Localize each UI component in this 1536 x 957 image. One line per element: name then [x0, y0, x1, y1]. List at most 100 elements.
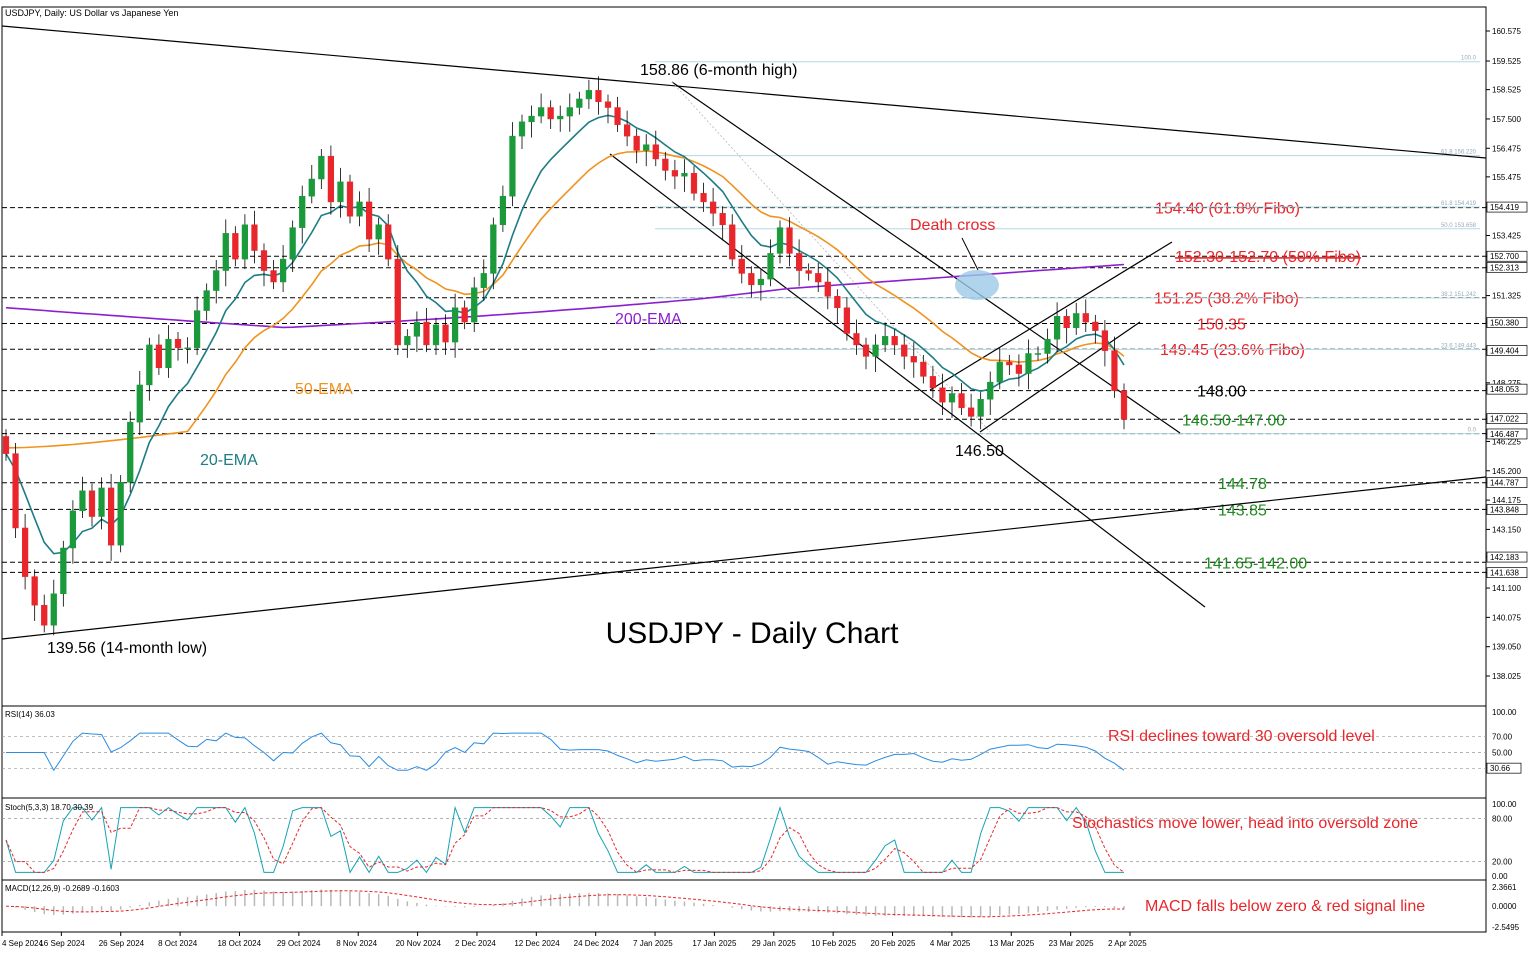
- time-tick-label: 10 Feb 2025: [811, 939, 856, 948]
- candle-body: [165, 338, 172, 369]
- candle-body: [232, 233, 239, 260]
- price-box-label: 146.487: [1490, 430, 1519, 439]
- candles: [2, 76, 1128, 636]
- level-label: 144.78: [1218, 476, 1267, 493]
- macd-tick-label: -2.5495: [1492, 923, 1520, 932]
- candle-body: [843, 307, 851, 334]
- candle-body: [1120, 390, 1128, 420]
- candle-body: [480, 273, 487, 288]
- candle-body: [967, 407, 975, 417]
- fibo-label: 100.0: [1461, 56, 1477, 62]
- time-tick-label: 29 Jan 2025: [752, 939, 797, 948]
- level-label: 143.85: [1218, 502, 1267, 519]
- price-tick-label: 156.475: [1492, 144, 1521, 153]
- candle-body: [671, 170, 679, 177]
- stoch-tick-label: 80.00: [1492, 814, 1513, 823]
- candle-body: [537, 107, 545, 117]
- price-tick-label: 159.525: [1492, 57, 1521, 66]
- candle-body: [977, 399, 984, 417]
- stoch-annotation: Stochastics move lower, head into overso…: [1072, 815, 1418, 832]
- candle-body: [98, 487, 105, 517]
- candle-body: [356, 201, 363, 217]
- price-tick-label: 146.225: [1492, 437, 1521, 446]
- price-axis: 160.575 159.525 158.525 157.500 156.475 155.4…: [1485, 7, 1528, 932]
- fibo-label: 50.0 153.658: [1441, 223, 1477, 229]
- time-tick-label: 8 Oct 2024: [158, 939, 198, 948]
- candle-body: [528, 115, 535, 123]
- candle-body: [251, 224, 258, 251]
- candle-body: [824, 281, 831, 297]
- ema50-label: 50-EMA: [295, 381, 353, 398]
- price-box-label: 142.183: [1490, 553, 1519, 562]
- candle-body: [260, 250, 268, 271]
- candle-body: [623, 124, 631, 137]
- candle-body: [1073, 313, 1080, 329]
- stochastic-indicator: 100.00 80.00 20.00 0.00: [2, 800, 1517, 881]
- candle-body: [652, 144, 659, 160]
- candle-body: [987, 381, 994, 400]
- candle-body: [1034, 353, 1042, 355]
- price-box: [1486, 567, 1528, 579]
- candle-body: [1063, 316, 1070, 329]
- price-box-label: 149.404: [1490, 347, 1519, 356]
- candle-body: [241, 224, 249, 260]
- candle-body: [738, 258, 745, 274]
- rsi-box-label: 30.66: [1490, 764, 1511, 773]
- candle-body: [547, 107, 554, 120]
- rsi-tick-label: 50.00: [1492, 749, 1513, 758]
- price-tick-label: 139.050: [1492, 643, 1521, 652]
- candle-body: [1111, 350, 1118, 391]
- price-box: [1486, 551, 1528, 563]
- rsi-panel-frame: [1, 705, 1487, 799]
- candle-body: [557, 115, 564, 120]
- candle-body: [375, 224, 382, 240]
- candle-body: [289, 227, 296, 260]
- stoch-panel-frame: [1, 797, 1487, 881]
- candle-body: [222, 233, 229, 271]
- candle-body: [862, 344, 870, 357]
- candle-body: [327, 155, 335, 203]
- macd-annotation: MACD falls below zero & red signal line: [1145, 898, 1425, 915]
- candle-body: [299, 195, 306, 228]
- rsi-label: RSI(14) 36.03: [5, 710, 55, 719]
- candle-body: [920, 361, 927, 377]
- trendline: [979, 321, 1141, 433]
- candle-body: [279, 258, 287, 283]
- candle-body: [891, 336, 898, 346]
- candle-body: [136, 384, 143, 423]
- candle-body: [604, 101, 612, 108]
- fibo-label: 23.6 149.443: [1441, 343, 1477, 349]
- price-box-label: 147.022: [1490, 415, 1519, 424]
- time-tick-label: 13 Mar 2025: [989, 939, 1034, 948]
- time-tick-label: 7 Jan 2025: [633, 939, 673, 948]
- rsi-tick-label: 100.00: [1492, 708, 1517, 717]
- price-tick-label: 144.175: [1492, 496, 1521, 505]
- low-label: 139.56 (14-month low): [47, 640, 207, 657]
- candle-body: [413, 321, 421, 337]
- rsi-annotation: RSI declines toward 30 oversold level: [1108, 728, 1375, 745]
- price-box: [1486, 383, 1528, 395]
- candle-body: [910, 356, 917, 363]
- macd-tick-label: 2.3661: [1492, 883, 1517, 892]
- candle-body: [490, 224, 497, 274]
- candle-body: [50, 593, 57, 626]
- price-box-label: 154.419: [1490, 203, 1519, 212]
- candle-body: [1044, 338, 1051, 354]
- fibo-levels: 100.0 61.8 156.220 61.8 154.419 50.0 153.65…: [655, 56, 1480, 435]
- candle-body: [432, 324, 440, 346]
- candle-body: [107, 487, 115, 546]
- candle-body: [270, 270, 277, 283]
- level-label: 148.00: [1197, 384, 1246, 401]
- death-cross-marker: [955, 270, 999, 300]
- candle-body: [643, 144, 650, 151]
- candle-body: [805, 270, 812, 274]
- time-tick-label: 12 Dec 2024: [514, 939, 560, 948]
- price-box: [1486, 345, 1528, 356]
- candle-body: [117, 481, 124, 546]
- candle-body: [146, 344, 153, 386]
- price-box-label: 143.848: [1490, 505, 1519, 514]
- trendline: [929, 241, 1173, 391]
- price-tick-label: 143.150: [1492, 525, 1521, 534]
